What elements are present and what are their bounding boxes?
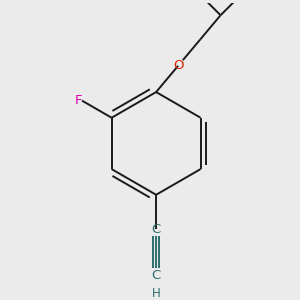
Text: F: F [75, 94, 82, 107]
Text: C: C [152, 269, 161, 282]
Text: C: C [152, 223, 161, 236]
Text: H: H [152, 287, 161, 300]
Text: O: O [173, 59, 183, 72]
